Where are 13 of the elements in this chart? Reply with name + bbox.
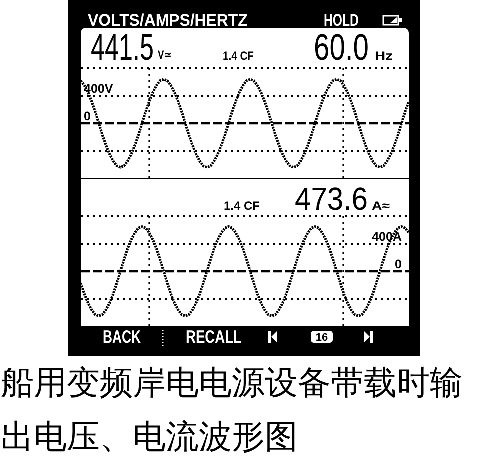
text: 船用变频岸电电源设备带载时输出电压、电流波形图 <box>0 362 464 458</box>
y-tick-label: 0 <box>395 258 402 272</box>
text: V≃ <box>158 48 172 62</box>
text: Hz <box>375 49 394 63</box>
text: 16 <box>316 332 328 344</box>
text: A≈ <box>372 199 390 213</box>
text: 1.4 CF <box>223 50 254 64</box>
annotation: 473.6 <box>295 182 368 218</box>
y-tick-label: 400A <box>372 230 402 244</box>
y-tick-label: 0 <box>84 110 91 124</box>
text: BACK <box>103 328 142 348</box>
text: RECALL <box>186 327 242 348</box>
text: 1.4 CF <box>224 199 260 213</box>
